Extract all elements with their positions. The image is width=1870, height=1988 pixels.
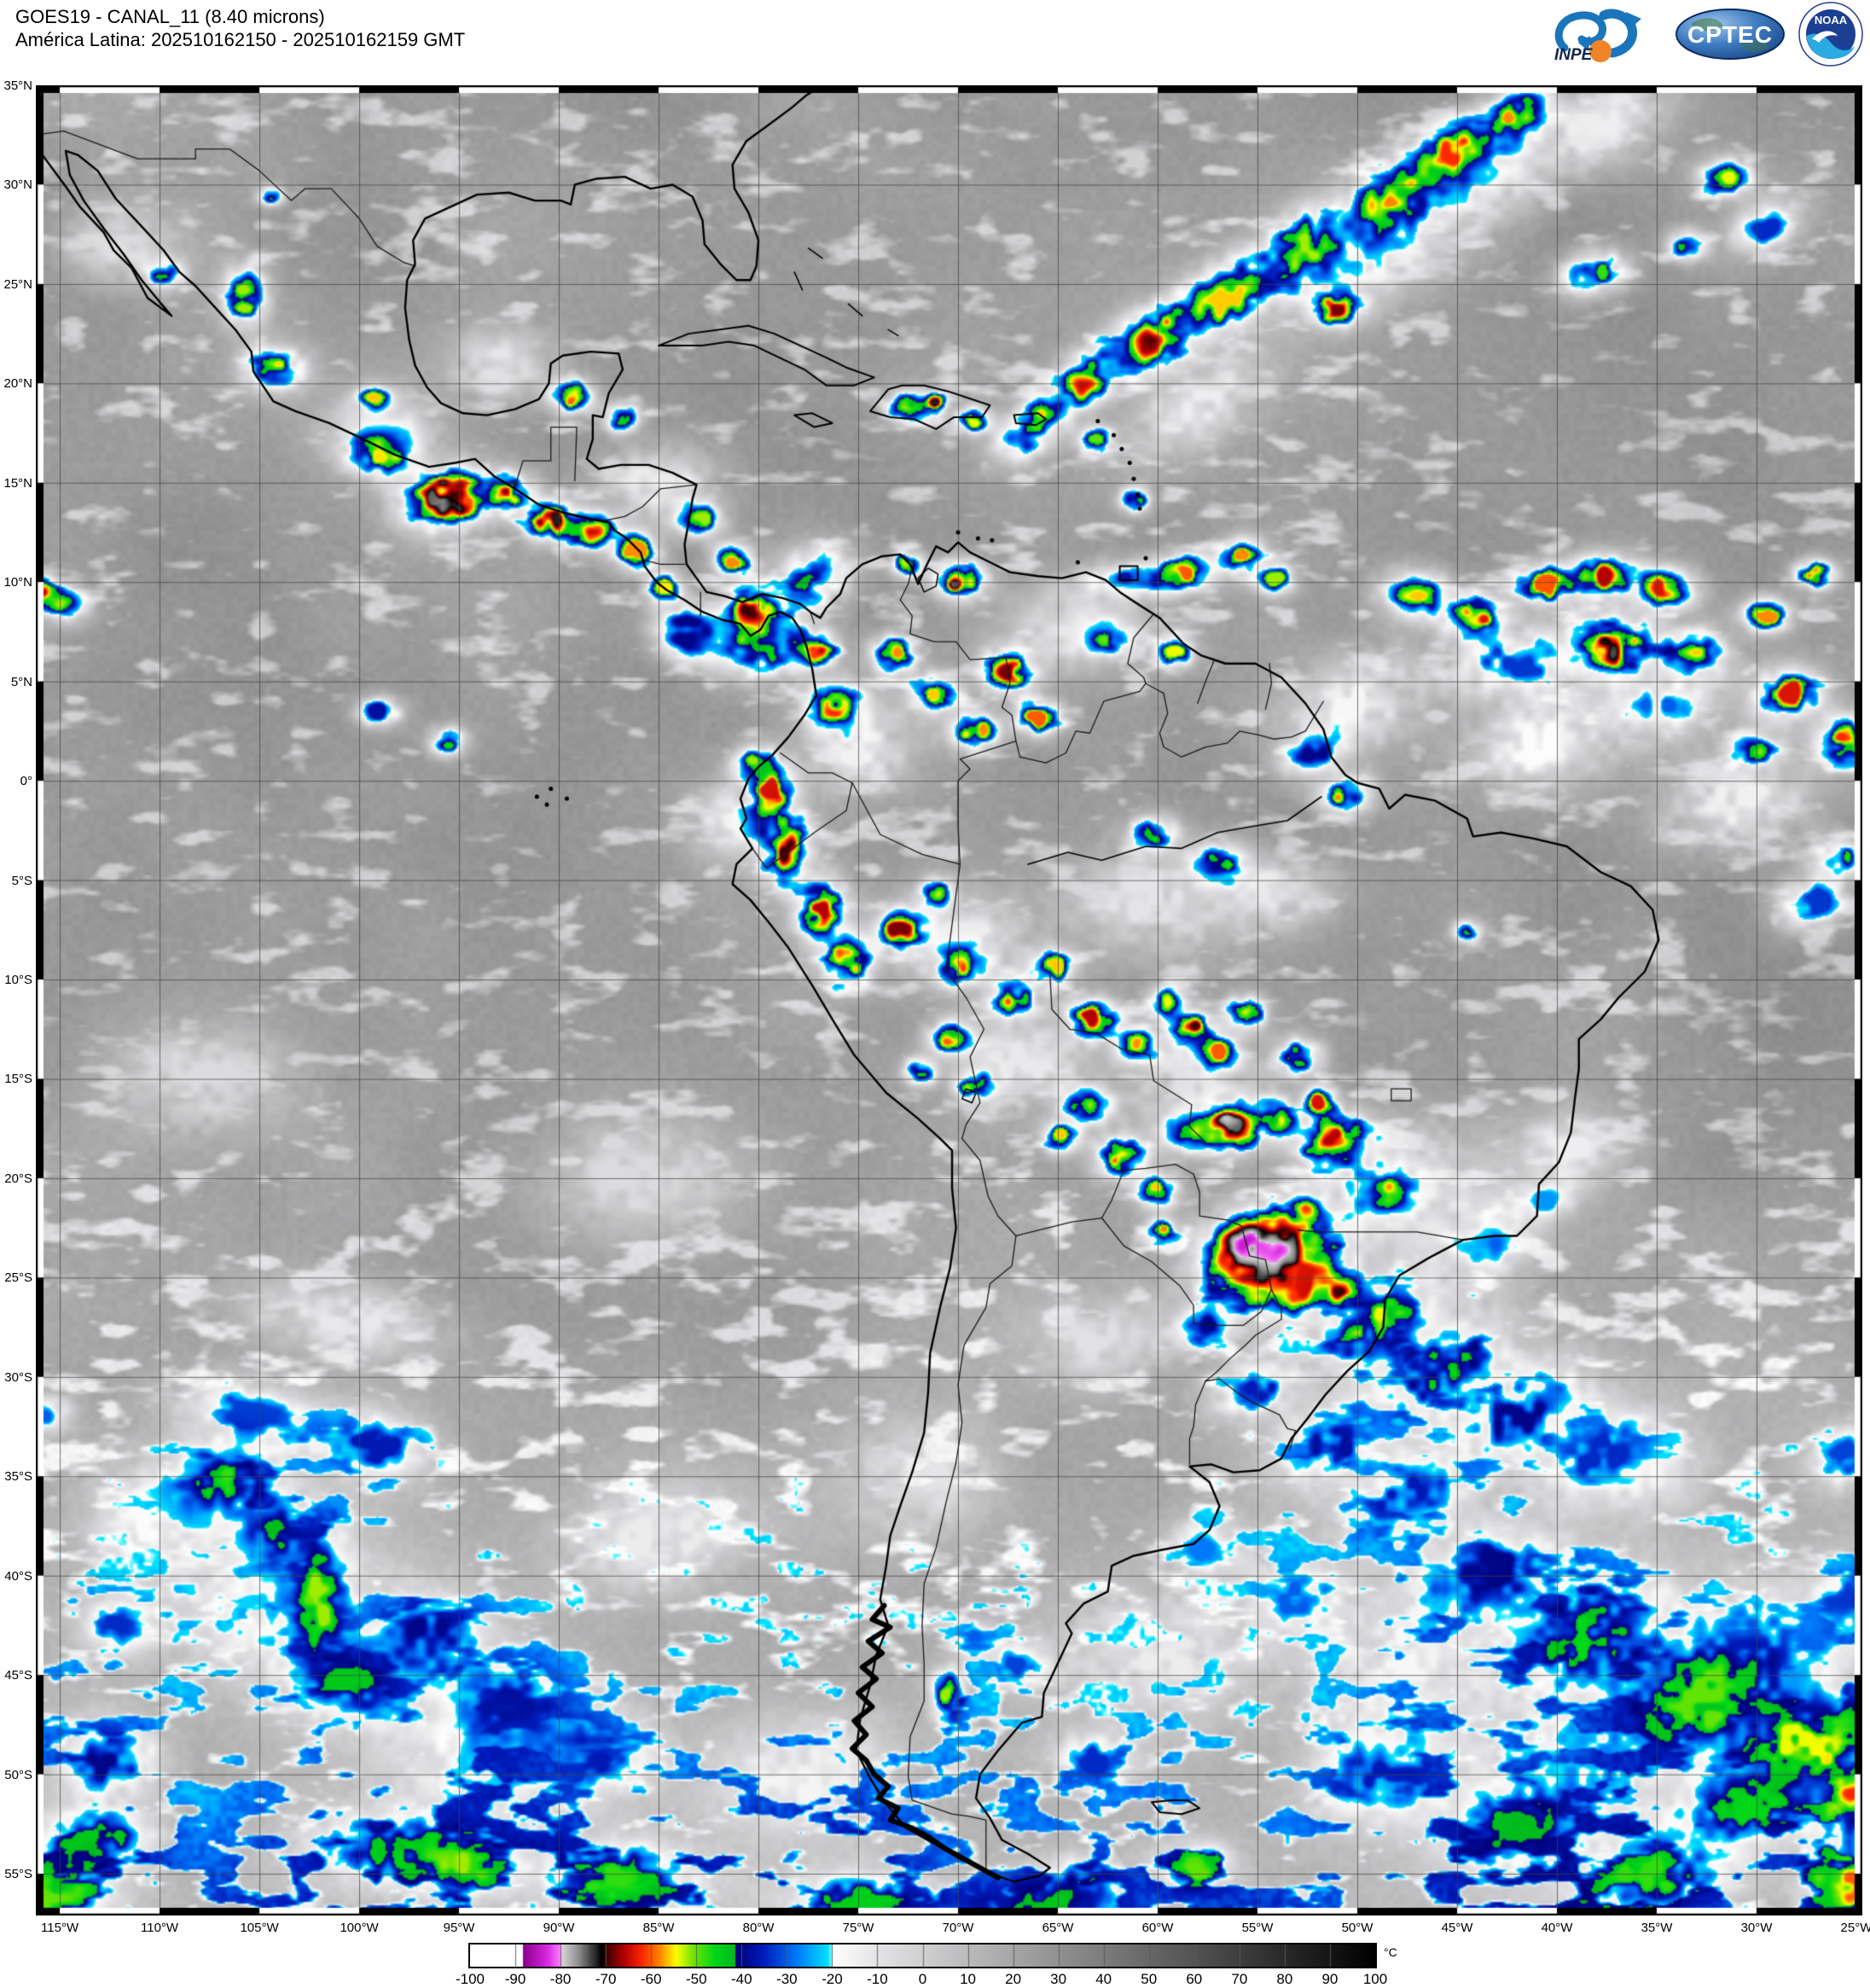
agency-logos: INPE CPTEC NOAA (1553, 2, 1863, 67)
colorbar-tick-value: 40 (1095, 1971, 1112, 1987)
lat-tick-label: 5°S (11, 873, 32, 888)
colorbar-tick-value: 0 (918, 1971, 927, 1987)
lon-tick-label: 90°W (543, 1921, 575, 1935)
lon-tick-label: 30°W (1740, 1921, 1773, 1935)
colorbar-tick-value: 30 (1050, 1971, 1067, 1987)
lon-tick-label: 40°W (1541, 1921, 1573, 1935)
lat-tick-label: 30°S (4, 1369, 32, 1385)
lat-tick-label: 50°S (4, 1767, 32, 1782)
header: GOES19 - CANAL_11 (8.40 microns) América… (15, 5, 465, 51)
lon-tick-label: 100°W (340, 1921, 379, 1935)
colorbar-tick-value: -50 (685, 1971, 707, 1987)
lat-tick-label: 55°S (4, 1867, 32, 1882)
colorbar-tick-value: 70 (1231, 1971, 1248, 1987)
lat-tick-label: 20°S (4, 1171, 32, 1186)
colorbar-tick-value: 80 (1276, 1971, 1293, 1987)
page-subtitle-timestamp: América Latina: 202510162150 - 202510162… (15, 29, 466, 50)
colorbar-tick-value: -70 (595, 1971, 617, 1987)
temperature-colorbar (468, 1943, 1377, 1968)
colorbar-tick-value: -90 (504, 1971, 526, 1987)
noaa-logo-icon: NOAA (1798, 2, 1863, 67)
lat-tick-label: 15°S (4, 1072, 32, 1087)
colorbar-tick-value: -40 (731, 1971, 752, 1987)
satellite-image-canvas (36, 85, 1862, 1915)
lat-tick-label: 30°N (3, 177, 32, 193)
lat-tick-label: 15°N (3, 475, 32, 491)
colorbar-tick-value: 10 (960, 1971, 976, 1987)
lat-tick-label: 0° (20, 774, 32, 789)
lon-tick-label: 80°W (742, 1921, 775, 1935)
lat-tick-label: 40°S (4, 1568, 32, 1584)
lat-tick-label: 10°N (3, 575, 32, 590)
lon-tick-label: 105°W (240, 1921, 279, 1935)
inpe-logo-icon: INPE (1554, 9, 1641, 64)
lon-tick-label: 110°W (141, 1921, 179, 1935)
colorbar-tick-value: -100 (455, 1971, 485, 1987)
lon-tick-label: 45°W (1441, 1921, 1473, 1935)
lon-tick-label: 115°W (41, 1921, 79, 1935)
colorbar-tick-value: 20 (1005, 1971, 1022, 1987)
page-title: GOES19 - CANAL_11 (8.40 microns) (15, 6, 325, 27)
colorbar-tick-value: -60 (640, 1971, 662, 1987)
cptec-logo-icon: CPTEC (1675, 9, 1785, 60)
lat-tick-label: 10°S (4, 973, 32, 988)
lon-tick-label: 95°W (443, 1921, 475, 1935)
lon-tick-label: 75°W (842, 1921, 874, 1935)
svg-text:NOAA: NOAA (1815, 14, 1848, 26)
colorbar-tick-value: -80 (549, 1971, 572, 1987)
colorbar-tick-value: -10 (867, 1971, 888, 1987)
colorbar-tick-value: 50 (1141, 1971, 1158, 1987)
lon-tick-label: 85°W (642, 1921, 675, 1935)
colorbar-tick-value: 60 (1186, 1971, 1203, 1987)
lon-tick-label: 50°W (1341, 1921, 1373, 1935)
lat-tick-label: 20°N (3, 376, 32, 392)
lat-tick-label: 45°S (4, 1668, 32, 1683)
lat-tick-label: 25°S (4, 1270, 32, 1286)
lon-tick-label: 65°W (1042, 1921, 1074, 1935)
colorbar-tick-value: -20 (822, 1971, 843, 1987)
lon-tick-label: 25°W (1840, 1921, 1870, 1935)
colorbar-unit-label: °C (1384, 1945, 1397, 1959)
lon-tick-label: 60°W (1141, 1921, 1174, 1935)
svg-text:INPE: INPE (1554, 46, 1594, 64)
colorbar-tick-value: -30 (776, 1971, 798, 1987)
lat-tick-label: 35°N (3, 78, 32, 93)
lat-tick-label: 35°S (4, 1469, 32, 1485)
svg-text:CPTEC: CPTEC (1687, 21, 1773, 48)
colorbar-tick-value: 100 (1362, 1971, 1388, 1987)
lat-tick-label: 5°N (10, 674, 32, 689)
lon-tick-label: 35°W (1641, 1921, 1673, 1935)
lon-tick-label: 70°W (942, 1921, 974, 1935)
lon-tick-label: 55°W (1241, 1921, 1274, 1935)
colorbar-tick-value: 90 (1321, 1971, 1339, 1987)
lat-tick-label: 25°N (3, 276, 32, 292)
